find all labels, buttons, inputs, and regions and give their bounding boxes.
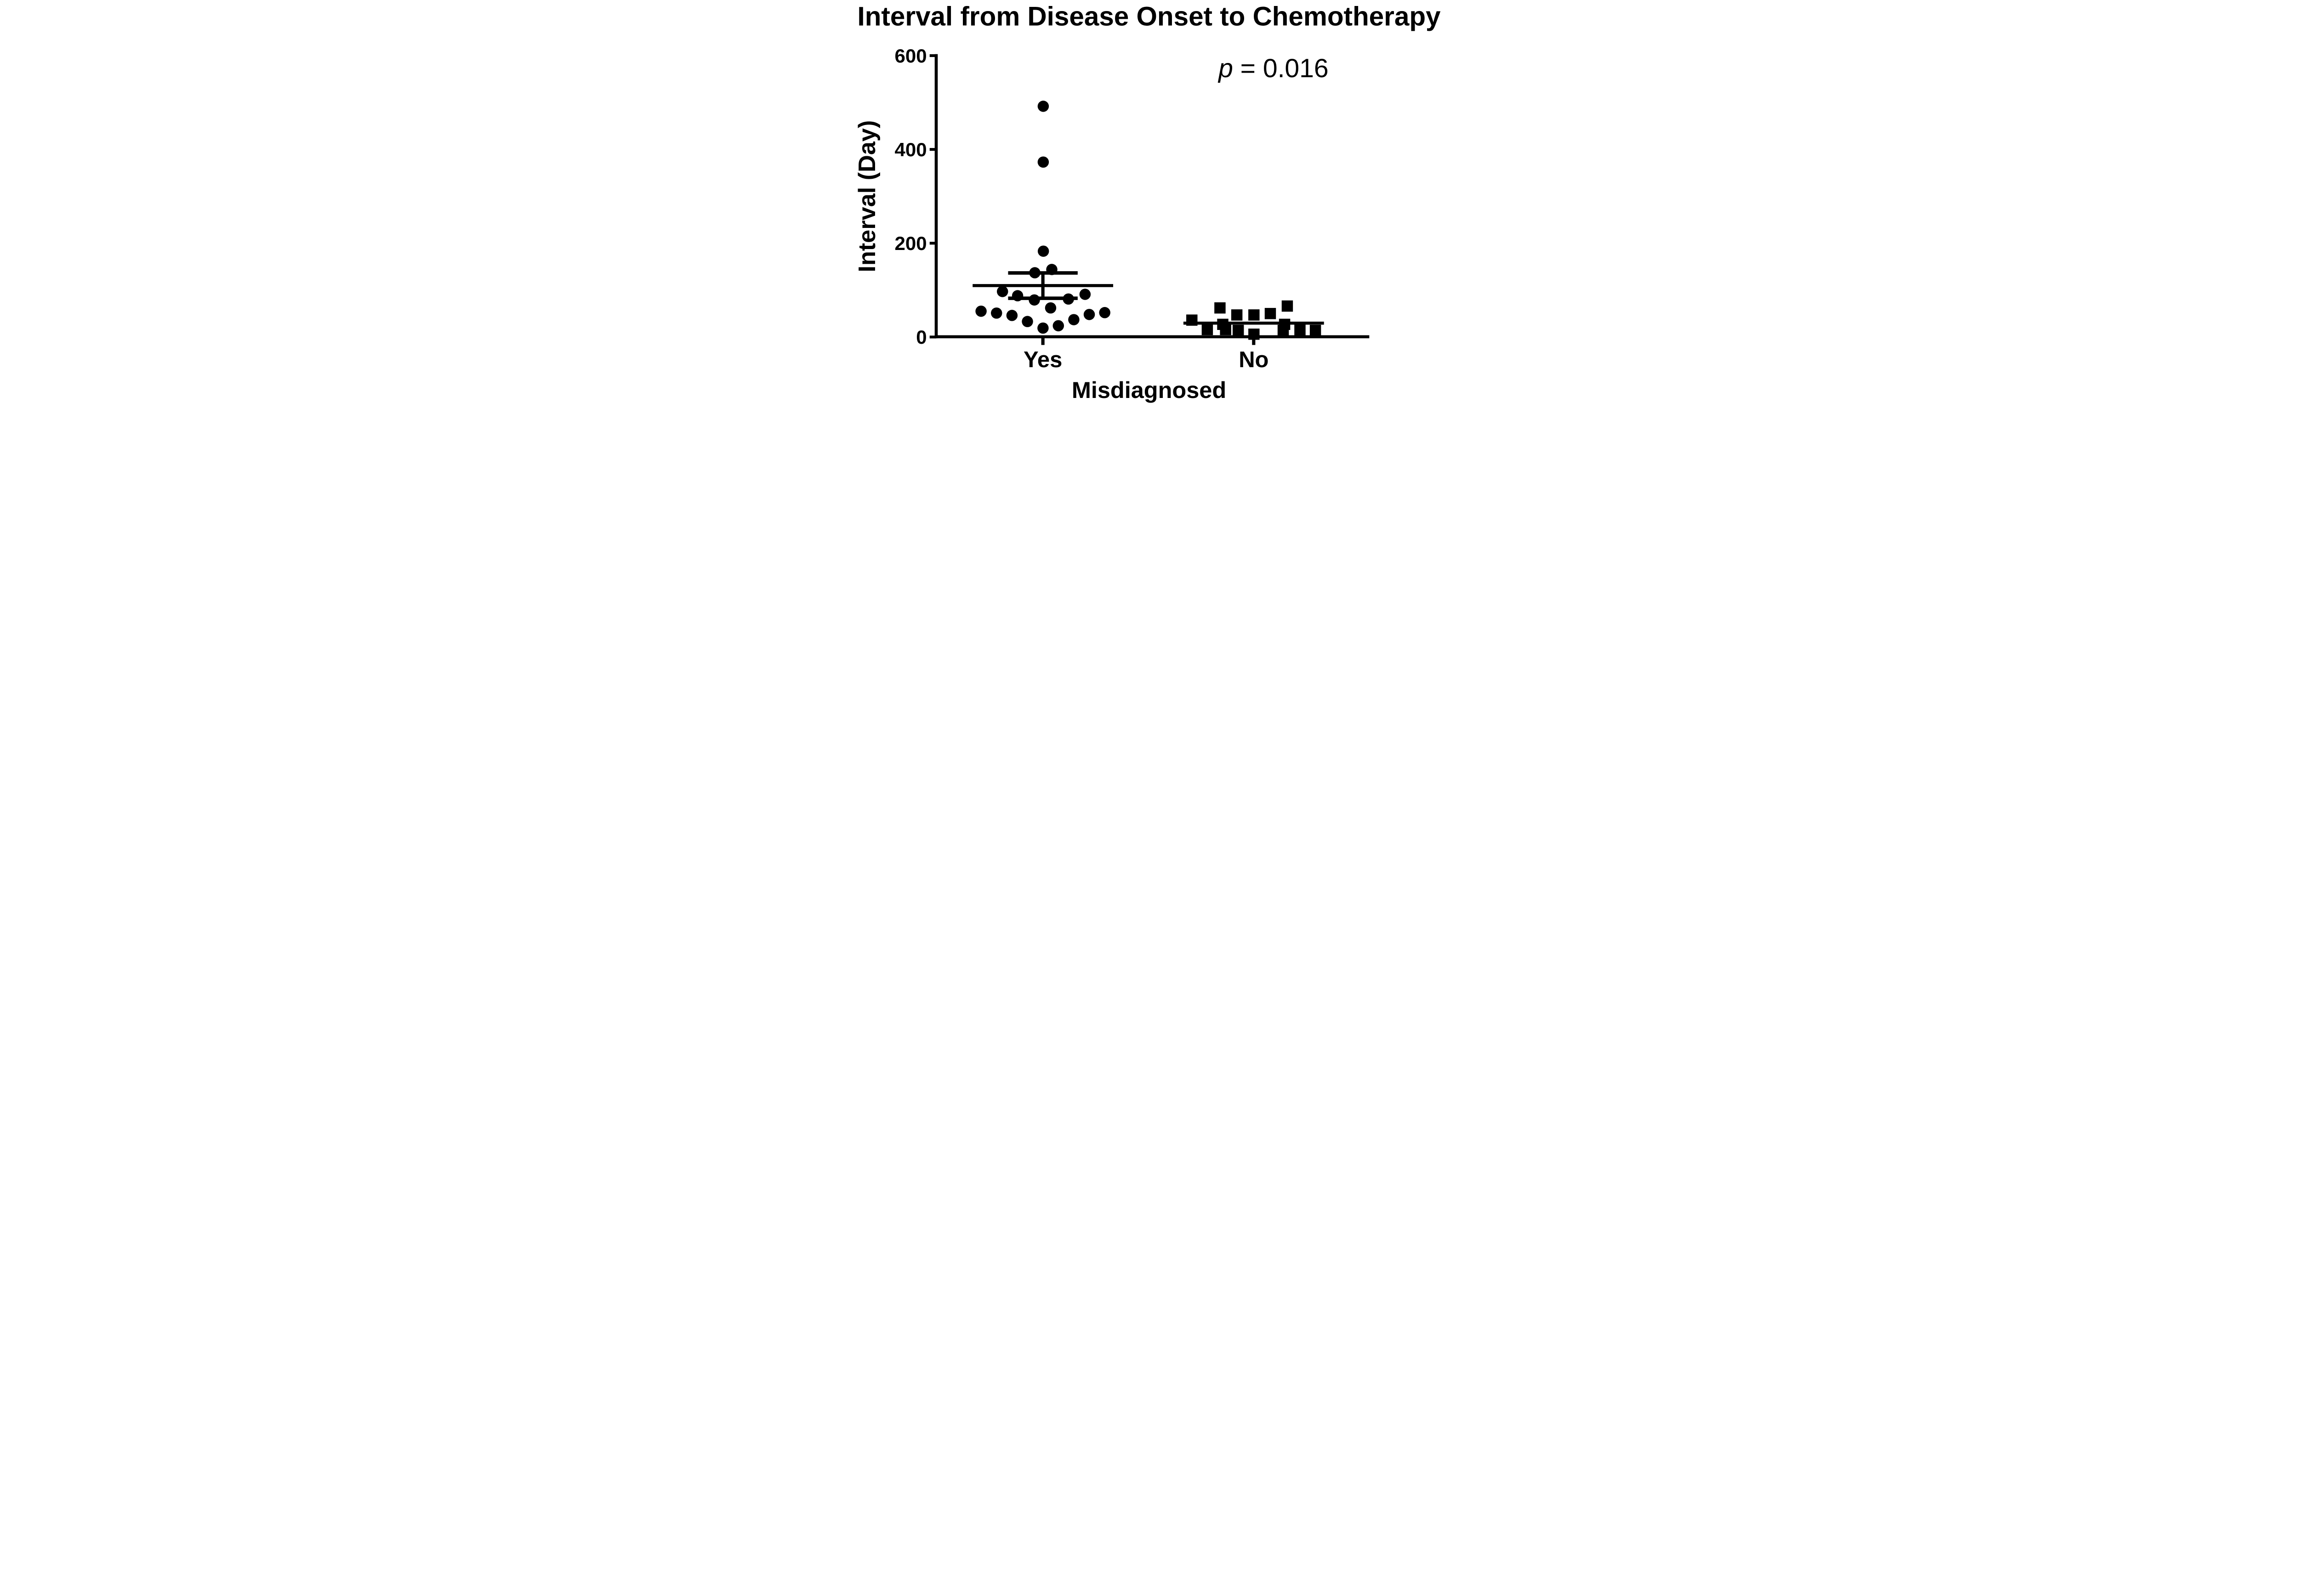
plot-area: 600 400 200 0 Yes No (894, 45, 1370, 372)
data-point-no (1248, 328, 1260, 340)
data-point-no (1248, 309, 1260, 321)
x-axis-title: Misdiagnosed (1072, 377, 1226, 403)
y-tick-label: 0 (916, 326, 927, 348)
chart-title: Interval from Disease Onset to Chemother… (858, 2, 1441, 32)
y-tick-label: 400 (894, 139, 927, 160)
data-point-yes (1079, 289, 1091, 300)
data-point-yes (1063, 293, 1074, 305)
p-value-annotation: p = 0.016 (1217, 54, 1329, 83)
data-point-no (1201, 324, 1213, 335)
data-point-yes (1046, 264, 1058, 275)
figure-container: Interval from Disease Onset to Chemother… (851, 0, 1447, 407)
p-value-text: = 0.016 (1233, 54, 1329, 83)
data-point-yes (1052, 320, 1064, 332)
data-point-no (1294, 324, 1306, 336)
data-point-yes (1012, 290, 1024, 301)
data-point-yes (1037, 101, 1049, 112)
data-point-no (1264, 308, 1276, 319)
data-point-yes (1083, 309, 1095, 320)
data-point-yes (1099, 307, 1110, 318)
p-symbol: p (1217, 54, 1233, 83)
data-point-no (1186, 314, 1198, 326)
data-point-yes (1029, 267, 1041, 278)
y-tick-label: 200 (894, 233, 927, 254)
data-point-no (1281, 300, 1293, 312)
data-point-yes (991, 307, 1002, 319)
data-point-yes (1029, 294, 1040, 306)
data-point-yes (1006, 310, 1018, 321)
data-point-yes (1037, 156, 1049, 168)
y-axis-title: Interval (Day) (854, 120, 881, 273)
data-point-no (1231, 309, 1243, 321)
x-category-label: Yes (1024, 347, 1062, 372)
data-point-no (1277, 324, 1289, 336)
x-category-label: No (1239, 347, 1268, 372)
data-point-yes (1037, 245, 1049, 257)
data-point-no (1309, 324, 1321, 336)
data-point-no (1220, 324, 1231, 335)
data-point-yes (1068, 314, 1080, 325)
y-tick-label: 600 (894, 45, 927, 67)
data-point-yes (997, 286, 1008, 297)
data-point-yes (1037, 322, 1049, 334)
data-point-no (1232, 324, 1244, 336)
data-point-yes (1045, 302, 1057, 314)
chart-canvas: Interval from Disease Onset to Chemother… (851, 0, 1447, 407)
data-point-yes (975, 305, 987, 317)
data-point-yes (1022, 316, 1033, 327)
data-point-no (1214, 302, 1226, 314)
